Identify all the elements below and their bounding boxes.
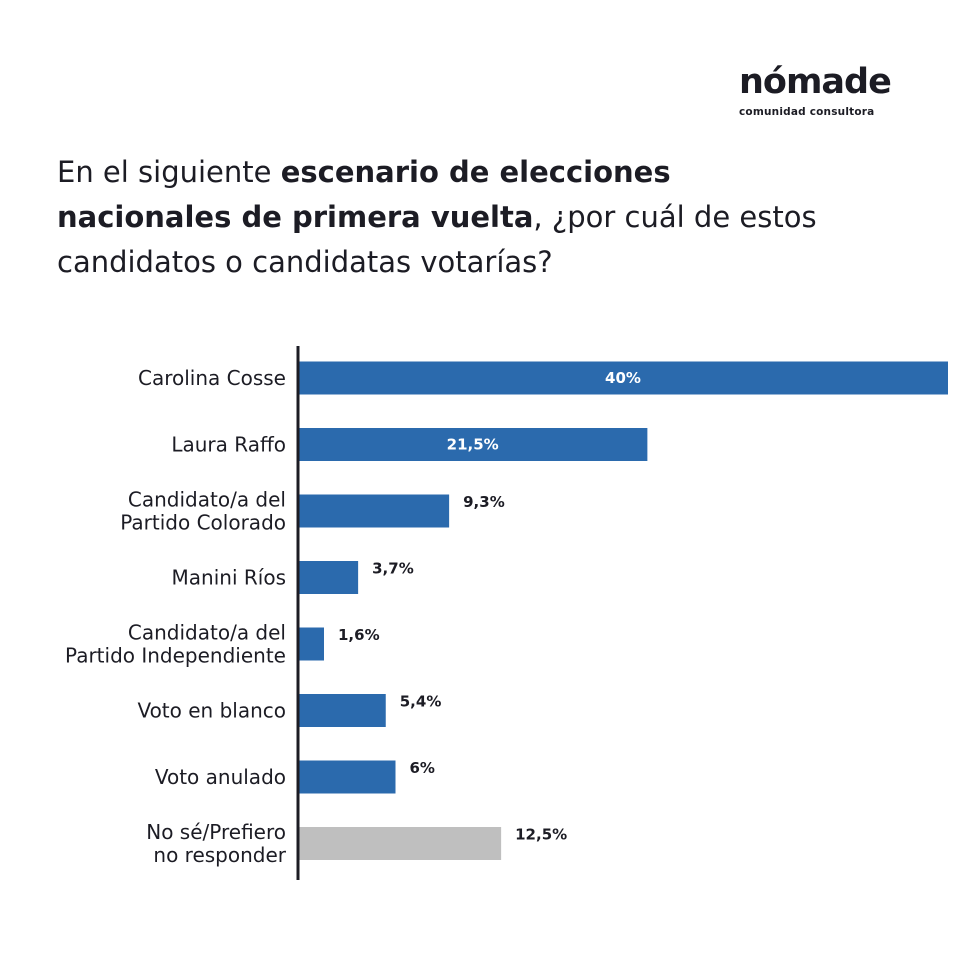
bar-7 <box>298 760 396 794</box>
category-label-4: Manini Ríos <box>172 566 286 590</box>
bar-4 <box>298 561 359 594</box>
logo-name: nómade <box>739 62 892 102</box>
question-bold: escenario de elecciones nacionales de pr… <box>57 155 671 234</box>
category-label-2: Laura Raffo <box>171 433 286 457</box>
value-label-6: 5,4% <box>400 693 442 711</box>
question-part-2: , ¿por cuál de estos candidatos o candid… <box>57 200 817 279</box>
bar-5 <box>298 627 324 661</box>
category-label-7: Voto anulado <box>155 765 286 789</box>
bar-1 <box>298 361 948 395</box>
category-label-5: Candidato/a del Partido Independiente <box>65 621 286 668</box>
category-label-3: Candidato/a del Partido Colorado <box>120 488 286 535</box>
bar-6 <box>298 694 386 727</box>
category-label-8: No sé/Prefiero no responder <box>146 820 287 867</box>
value-label-3: 9,3% <box>463 493 505 511</box>
logo-tagline: comunidad consultora <box>739 106 875 118</box>
value-label-2: 21,5% <box>447 436 499 454</box>
bar-2 <box>298 428 648 461</box>
value-label-8: 12,5% <box>515 826 567 844</box>
category-label-6: Voto en blanco <box>137 699 286 723</box>
question-title: En el siguiente escenario de elecciones … <box>57 150 817 285</box>
value-label-1: 40% <box>605 369 641 387</box>
category-label-1: Carolina Cosse <box>138 366 286 390</box>
value-label-4: 3,7% <box>372 560 414 578</box>
bar-3 <box>298 494 450 528</box>
logo: nómade comunidad consultora <box>739 62 909 118</box>
value-label-7: 6% <box>410 759 435 777</box>
bar-8 <box>298 827 502 860</box>
question-part-1: En el siguiente <box>57 155 281 189</box>
value-label-5: 1,6% <box>338 626 380 644</box>
